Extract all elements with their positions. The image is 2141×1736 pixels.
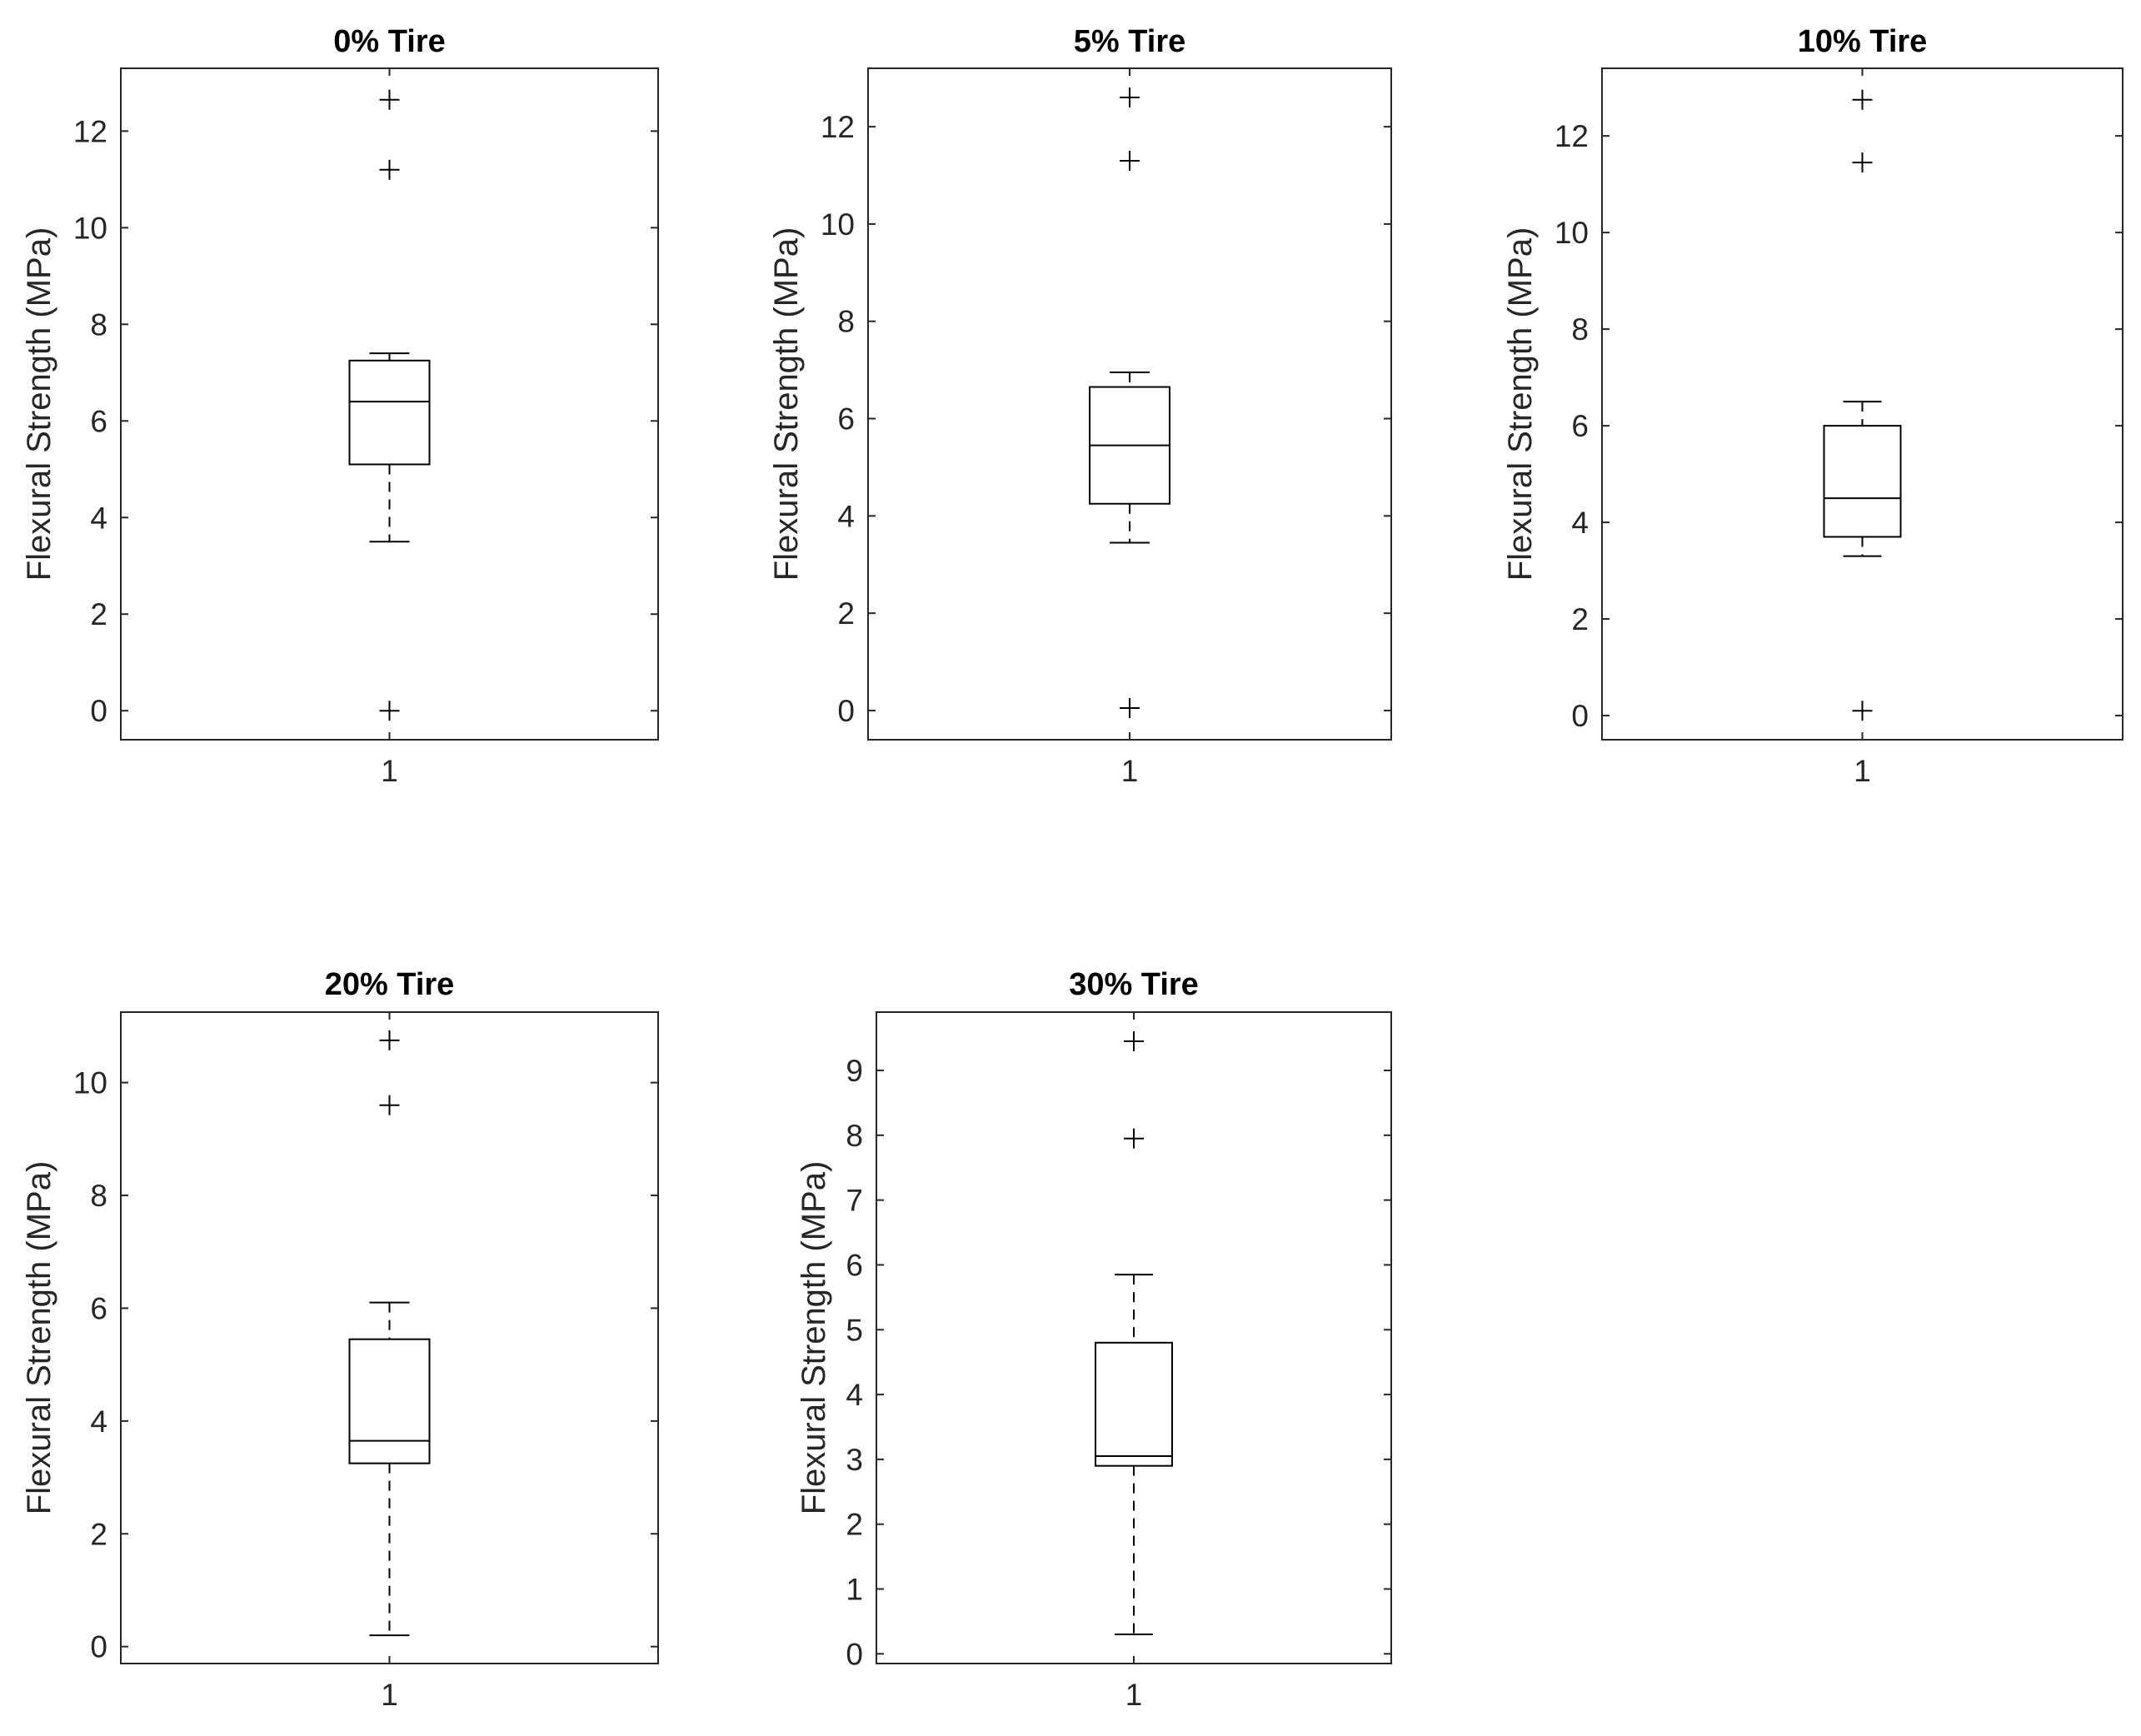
- outlier-marker: [1852, 152, 1873, 173]
- y-tick-label: 6: [1571, 409, 1589, 443]
- chart-title: 0% Tire: [333, 24, 445, 59]
- y-axis-label: Flexural Strength (MPa): [21, 227, 57, 581]
- iqr-box: [1095, 1341, 1173, 1467]
- outlier-marker: [1120, 87, 1140, 108]
- y-tick-label: 10: [73, 211, 107, 245]
- y-tick-label: 4: [90, 1404, 107, 1439]
- iqr-box: [1823, 425, 1902, 538]
- y-axis-label: Flexural Strength (MPa): [796, 1161, 832, 1515]
- y-tick-label: 6: [837, 402, 855, 436]
- y-tick-label: 4: [846, 1378, 863, 1412]
- chart-title: 30% Tire: [1069, 967, 1199, 1002]
- y-tick-label: 4: [1571, 506, 1589, 540]
- outlier-marker: [1120, 150, 1140, 171]
- y-tick-label: 8: [1571, 312, 1589, 347]
- outlier-marker: [1124, 1128, 1144, 1149]
- outlier-marker: [379, 1095, 400, 1115]
- y-tick-label: 0: [90, 1630, 107, 1664]
- y-tick-label: 12: [73, 114, 107, 148]
- y-axis-label: Flexural Strength (MPa): [768, 227, 805, 581]
- y-tick-label: 10: [73, 1066, 107, 1100]
- chart-panel-4: 30% Tire 0 1 2 3 4 5 6 7 8 9 1 Flexural Strength (MP…: [796, 967, 1392, 1712]
- chart-title: 20% Tire: [325, 967, 455, 1002]
- outlier-marker: [379, 1030, 400, 1050]
- y-tick-label: 10: [1555, 216, 1589, 250]
- y-tick-label: 6: [90, 1291, 107, 1325]
- y-tick-label: 8: [90, 1179, 107, 1213]
- x-tick-label: 1: [1854, 754, 1871, 788]
- y-tick-label: 2: [90, 1517, 107, 1551]
- y-tick-label: 12: [1555, 119, 1589, 153]
- y-tick-label: 0: [846, 1637, 863, 1671]
- y-tick-label: 10: [821, 207, 855, 242]
- x-tick-label: 1: [381, 754, 398, 788]
- y-tick-label: 2: [90, 597, 107, 631]
- y-tick-label: 0: [90, 694, 107, 728]
- outlier-marker: [379, 701, 400, 721]
- outlier-marker: [1852, 89, 1873, 110]
- chart-panel-1: 5% Tire 0 2 4 6 8 10 12 1 Flexural Strength (MPa): [768, 24, 1392, 788]
- axes-frame: [876, 1011, 1392, 1664]
- outlier-marker: [1852, 701, 1873, 721]
- y-tick-label: 1: [846, 1573, 863, 1607]
- y-tick-label: 2: [837, 596, 855, 631]
- iqr-box: [348, 1338, 431, 1464]
- y-tick-label: 12: [821, 110, 855, 144]
- y-tick-label: 7: [846, 1184, 863, 1218]
- y-tick-label: 3: [846, 1443, 863, 1477]
- chart-panel-2: 10% Tire 0 2 4 6 8 10 12 1 Flexural Strength (MPa…: [1502, 24, 2124, 788]
- y-tick-label: 8: [846, 1119, 863, 1153]
- x-tick-label: 1: [1121, 754, 1139, 788]
- chart-title: 10% Tire: [1798, 24, 1928, 59]
- chart-panel-0: 0% Tire 0 2 4 6 8 10 12 1 Flexural Strength (MPa): [21, 24, 659, 788]
- y-tick-label: 8: [837, 305, 855, 339]
- outlier-marker: [1120, 698, 1140, 719]
- y-tick-label: 6: [90, 404, 107, 438]
- y-tick-label: 5: [846, 1313, 863, 1347]
- y-tick-label: 0: [837, 694, 855, 728]
- outlier-marker: [379, 89, 400, 110]
- iqr-box: [348, 359, 431, 466]
- y-tick-label: 2: [846, 1508, 863, 1542]
- x-tick-label: 1: [1125, 1678, 1143, 1712]
- y-tick-label: 2: [1571, 602, 1589, 636]
- y-tick-label: 9: [846, 1054, 863, 1088]
- chart-panel-3: 20% Tire 0 2 4 6 8 10 1 Flexural Strength (MPa): [21, 967, 659, 1712]
- y-axis-label: Flexural Strength (MPa): [1502, 227, 1539, 581]
- y-tick-label: 6: [846, 1248, 863, 1282]
- y-tick-label: 4: [90, 501, 107, 535]
- y-tick-label: 4: [837, 499, 855, 533]
- outlier-marker: [379, 159, 400, 180]
- y-tick-label: 0: [1571, 699, 1589, 733]
- outlier-marker: [1124, 1031, 1144, 1052]
- chart-title: 5% Tire: [1074, 24, 1185, 59]
- y-tick-label: 8: [90, 307, 107, 342]
- y-axis-label: Flexural Strength (MPa): [21, 1161, 57, 1515]
- x-tick-label: 1: [381, 1678, 398, 1712]
